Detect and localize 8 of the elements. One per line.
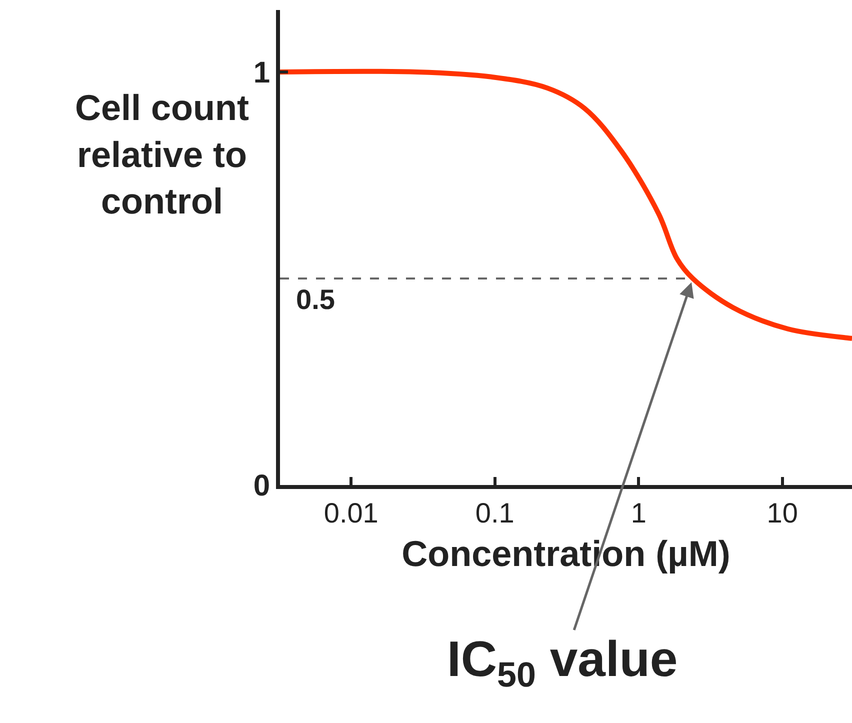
x-tick-label: 0.1 [475,498,514,529]
x-tick-label: 10 [766,498,798,529]
ref-line-label: 0.5 [296,284,335,315]
y-axis-title: Cell count relative to control [75,87,250,222]
y-tick-label: 0 [253,470,270,502]
x-tick-label: 1 [630,498,646,529]
annotation: IC$_{50}$ value [447,631,678,694]
x-tick-label: 0.01 [324,498,378,529]
